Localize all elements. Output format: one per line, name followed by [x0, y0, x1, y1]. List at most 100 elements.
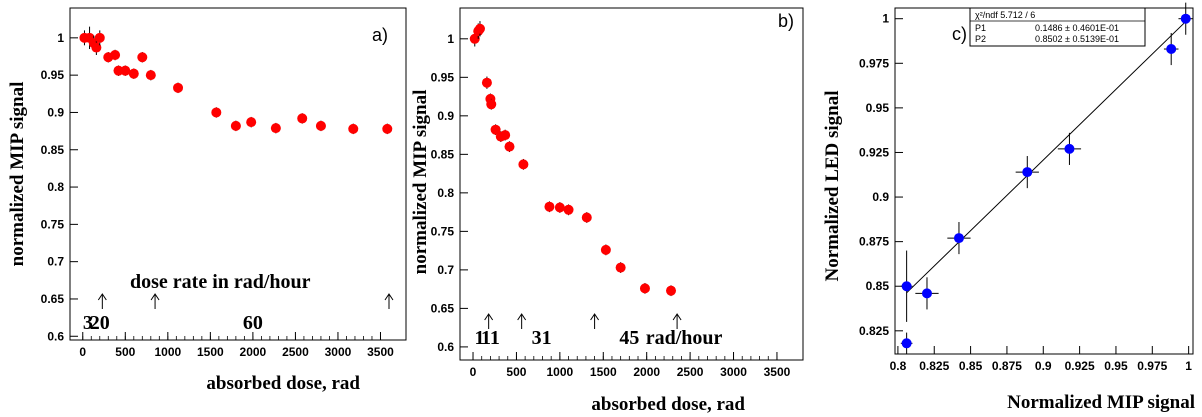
data-point	[563, 204, 574, 216]
panel-b-y-ticks: 0.6 0.65 0.7 0.75 0.8 0.85 0.9 0.95 1	[431, 32, 468, 354]
y-tick-label: 0.8	[47, 180, 64, 194]
y-tick-label: 0.8	[437, 186, 454, 200]
point-marker	[230, 120, 241, 131]
data-point	[615, 262, 626, 273]
data-point	[639, 282, 650, 294]
stats-p2-value: 0.8502 ± 0.5139E-01	[1035, 34, 1119, 44]
panel-a-x-axis-label: absorbed dose, rad	[206, 373, 360, 394]
data-point	[490, 124, 501, 136]
x-tick-label: 0	[470, 365, 477, 379]
point-marker	[382, 123, 393, 134]
point-marker	[315, 120, 326, 131]
data-point	[1178, 2, 1193, 35]
panel-c-data-points	[900, 2, 1193, 354]
panel-b-rate-labels: 111 31 45 rad/hour	[475, 327, 723, 349]
data-point	[382, 123, 393, 135]
data-point	[500, 129, 511, 141]
point-marker	[94, 32, 105, 43]
x-tick-label: 0.85	[959, 359, 983, 373]
x-tick-label: 0.9	[1035, 359, 1052, 373]
rate-label: 3	[83, 312, 93, 334]
data-point	[518, 158, 529, 170]
y-tick-label: 0.925	[859, 145, 889, 159]
data-point	[315, 120, 326, 132]
point-marker	[481, 77, 492, 88]
rate-label: 11	[481, 327, 500, 349]
data-point	[544, 201, 555, 213]
data-point	[554, 202, 565, 213]
x-tick-label: 2500	[677, 365, 704, 379]
data-point	[211, 107, 222, 118]
rate-label: 1	[475, 327, 485, 349]
rate-arrow-head	[517, 313, 527, 321]
data-point	[128, 68, 139, 79]
panel-a-rate-labels: 320 60	[83, 312, 263, 334]
panel-a-y-axis-label: normalized MIP signal	[7, 82, 28, 267]
y-tick-label: 0.65	[431, 301, 455, 315]
point-marker	[639, 283, 650, 294]
y-tick-label: 0.9	[47, 105, 64, 119]
data-point	[297, 113, 308, 124]
panel-a: 0 500 1000 1500 2000 2500 3000 3500 0.60.650.70…	[7, 7, 407, 394]
point-marker	[581, 212, 592, 223]
data-point	[270, 122, 281, 134]
panel-a-x-ticks: 0 500 1000 1500 2000 2500 3000 3500	[79, 332, 394, 359]
data-point	[1057, 132, 1082, 165]
y-tick-label: 0.9	[872, 190, 889, 204]
point-marker	[615, 262, 626, 273]
point-marker	[173, 82, 184, 93]
x-tick-label: 500	[506, 365, 526, 379]
point-marker	[486, 99, 497, 110]
data-point	[110, 49, 121, 61]
point-marker	[1180, 13, 1191, 24]
y-tick-label: 0.85	[41, 143, 65, 157]
point-marker	[953, 233, 964, 244]
x-tick-label: 0.825	[919, 359, 949, 373]
rate-arrow-head	[672, 313, 682, 321]
data-point	[137, 52, 148, 63]
x-tick-label: 0	[79, 345, 86, 359]
rate-label: 45	[619, 327, 639, 349]
panel-b-x-ticks: 0 500 1000 1500 2000 2500 3000 3500	[470, 352, 791, 379]
data-point	[1163, 32, 1179, 66]
point-marker	[246, 117, 257, 128]
stats-p1-label: P1	[975, 23, 986, 33]
point-marker	[211, 107, 222, 118]
point-marker	[474, 23, 485, 34]
panel-b-y-axis-label: normalized MIP signal	[410, 90, 431, 275]
y-tick-label: 0.85	[431, 147, 455, 161]
panel-b-arrows	[484, 313, 682, 329]
y-tick-label: 0.7	[437, 263, 454, 277]
stats-p2-label: P2	[975, 34, 986, 44]
data-point	[120, 65, 131, 76]
panel-c-label: c)	[952, 24, 967, 44]
y-tick-label: 0.65	[41, 292, 65, 306]
rate-label: 60	[243, 312, 263, 334]
data-point	[1015, 156, 1039, 189]
point-marker	[91, 42, 102, 53]
rate-arrow-head	[97, 293, 107, 301]
data-point	[666, 285, 677, 297]
panel-a-plot-frame	[69, 7, 407, 341]
point-marker	[901, 281, 912, 292]
y-tick-label: 1	[882, 12, 889, 26]
x-tick-label: 1000	[547, 365, 574, 379]
y-tick-label: 0.75	[41, 217, 65, 231]
x-tick-label: 0.8	[890, 359, 907, 373]
point-marker	[1064, 143, 1075, 154]
data-point	[91, 40, 102, 56]
rate-arrow-head	[384, 293, 394, 301]
y-tick-label: 0.9	[437, 109, 454, 123]
point-marker	[921, 288, 932, 299]
y-tick-label: 0.85	[866, 279, 890, 293]
x-tick-label: 2500	[282, 345, 309, 359]
point-marker	[563, 204, 574, 215]
y-tick-label: 0.95	[41, 68, 65, 82]
data-point	[246, 116, 257, 128]
x-tick-label: 3000	[720, 365, 747, 379]
panel-c: 0.8 0.825 0.85 0.875 0.9 0.925 0.95 0.975 1 0.82…	[822, 2, 1195, 413]
panel-b-x-axis-label: absorbed dose, rad	[591, 394, 745, 415]
x-tick-label: 3500	[764, 365, 791, 379]
panel-c-fit-line	[906, 18, 1189, 294]
panel-c-y-ticks: 0.825 0.85 0.875 0.9 0.925 0.95 0.975 1	[859, 12, 903, 338]
